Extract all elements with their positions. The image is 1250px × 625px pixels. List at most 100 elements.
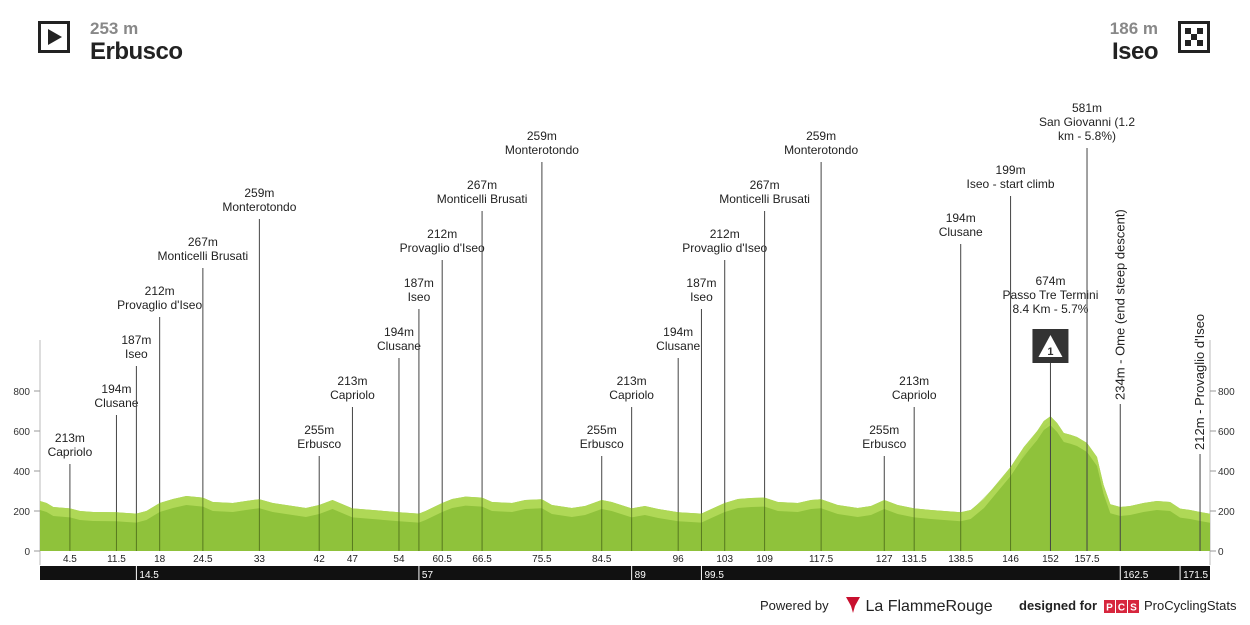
km-tick-upper: 60.5 xyxy=(432,554,452,565)
waypoint-name: Iseo - start climb xyxy=(967,177,1055,191)
waypoint-altitude: 267m xyxy=(467,178,497,192)
pcs-logo-icon[interactable]: P C S xyxy=(1104,600,1140,613)
km-tick-upper: 4.5 xyxy=(63,554,77,565)
waypoint-altitude: 267m xyxy=(188,235,218,249)
waypoint-name: Iseo xyxy=(690,290,713,304)
km-tick-upper: 54 xyxy=(393,554,405,565)
km-tick-upper: 127 xyxy=(876,554,893,565)
km-tick-upper: 24.5 xyxy=(193,554,213,565)
km-tick-lower: 171.5 xyxy=(1183,570,1208,581)
waypoint-altitude: 199m xyxy=(996,163,1026,177)
km-tick-upper: 66.5 xyxy=(472,554,492,565)
waypoint-altitude: 187m xyxy=(686,276,716,290)
waypoint-name: Provaglio d'Iseo xyxy=(400,241,485,255)
y-tick-label-left: 200 xyxy=(13,507,30,518)
waypoint-name: Iseo xyxy=(125,347,148,361)
distance-bar xyxy=(40,566,1210,580)
km-tick-upper: 47 xyxy=(347,554,359,565)
km-tick-upper: 11.5 xyxy=(107,554,126,565)
waypoint-name: Provaglio d'Iseo xyxy=(117,298,202,312)
climb-label-line: Passo Tre Termini xyxy=(1003,288,1099,302)
km-tick-upper: 146 xyxy=(1002,554,1019,565)
waypoint-altitude: 255m xyxy=(587,423,617,437)
waypoint-name: Monterotondo xyxy=(784,143,858,157)
waypoint-altitude: 194m xyxy=(384,325,414,339)
km-tick-upper: 109 xyxy=(756,554,773,565)
waypoint-name: Provaglio d'Iseo xyxy=(682,241,767,255)
y-tick-label-right: 0 xyxy=(1218,547,1224,558)
km-tick-upper: 0 xyxy=(43,550,50,565)
profile-highlight xyxy=(40,416,1210,523)
mountain-icon xyxy=(1038,335,1063,357)
waypoint-name: Capriolo xyxy=(609,388,654,402)
waypoint-name: Clusane xyxy=(656,339,700,353)
km-tick-upper: 18 xyxy=(154,554,166,565)
waypoint-name: Capriolo xyxy=(892,388,937,402)
km-tick-upper: 33 xyxy=(254,554,266,565)
climb-label-line: 581m xyxy=(1072,101,1102,115)
y-tick-label-right: 800 xyxy=(1218,387,1235,398)
waypoint-altitude: 187m xyxy=(404,276,434,290)
waypoint-altitude: 212m xyxy=(427,227,457,241)
waypoint-altitude: 212m xyxy=(710,227,740,241)
waypoint-altitude: 213m xyxy=(617,374,647,388)
waypoint-altitude: 259m xyxy=(527,129,557,143)
laflammerouge-logo[interactable]: La FlammeRouge xyxy=(845,596,993,616)
km-tick-upper: 138.5 xyxy=(948,554,973,565)
waypoint-name: Iseo xyxy=(408,290,431,304)
pcs-letter-s: S xyxy=(1130,603,1137,614)
waypoint-name: Capriolo xyxy=(48,445,93,459)
waypoint-name: Erbusco xyxy=(862,437,906,451)
km-tick-upper: 96 xyxy=(673,554,685,565)
vertical-label: 234m - Ome (end steep descent) xyxy=(1112,209,1127,400)
pcs-letter-p: P xyxy=(1106,603,1113,614)
waypoint-altitude: 213m xyxy=(337,374,367,388)
km-tick-lower: 162.5 xyxy=(1123,570,1148,581)
climb-label-line: San Giovanni (1.2 xyxy=(1039,115,1135,129)
waypoint-altitude: 255m xyxy=(869,423,899,437)
climb-category: 1 xyxy=(1047,346,1053,358)
waypoint-altitude: 194m xyxy=(663,325,693,339)
waypoint-altitude: 267m xyxy=(750,178,780,192)
waypoint-altitude: 194m xyxy=(946,211,976,225)
waypoint-name: Erbusco xyxy=(297,437,341,451)
start-name: Erbusco xyxy=(90,38,183,65)
y-tick-label-left: 0 xyxy=(24,547,30,558)
km-tick-upper: 103 xyxy=(716,554,733,565)
y-tick-label-left: 400 xyxy=(13,467,30,478)
km-tick-upper: 117.5 xyxy=(809,554,834,565)
km-tick-upper: 84.5 xyxy=(592,554,612,565)
km-tick-upper: 152 xyxy=(1042,554,1059,565)
climb-label-line: 8.4 Km - 5.7% xyxy=(1012,302,1088,316)
waypoint-name: Clusane xyxy=(94,396,138,410)
waypoint-name: Capriolo xyxy=(330,388,375,402)
start-flag-icon xyxy=(38,21,70,53)
climb-label-line: 674m xyxy=(1035,274,1065,288)
waypoint-altitude: 187m xyxy=(121,333,151,347)
designed-for-text: designed for xyxy=(1019,598,1098,613)
waypoint-name: Erbusco xyxy=(580,437,624,451)
waypoint-altitude: 213m xyxy=(899,374,929,388)
y-tick-label-right: 600 xyxy=(1218,427,1235,438)
finish-flag-icon xyxy=(1178,21,1210,53)
pcs-letter-c: C xyxy=(1118,603,1125,614)
waypoint-altitude: 213m xyxy=(55,431,85,445)
waypoint-altitude: 194m xyxy=(101,382,131,396)
powered-by-text: Powered by xyxy=(760,598,829,613)
brand-a: La Flamme xyxy=(865,598,946,615)
waypoint-name: Monticelli Brusati xyxy=(437,192,528,206)
km-tick-upper: 75.5 xyxy=(532,554,552,565)
waypoint-name: Monticelli Brusati xyxy=(719,192,810,206)
y-tick-label-right: 400 xyxy=(1218,467,1235,478)
climb-label-line: km - 5.8%) xyxy=(1058,129,1116,143)
waypoint-altitude: 259m xyxy=(244,186,274,200)
waypoint-altitude: 259m xyxy=(806,129,836,143)
waypoint-name: Monticelli Brusati xyxy=(158,249,249,263)
km-tick-upper: 42 xyxy=(314,554,326,565)
pcs-name: ProCyclingStats xyxy=(1144,598,1237,613)
km-tick-lower: 99.5 xyxy=(704,570,724,581)
brand-b: Rouge xyxy=(945,598,993,615)
y-tick-label-left: 600 xyxy=(13,427,30,438)
y-tick-label-left: 800 xyxy=(13,387,30,398)
